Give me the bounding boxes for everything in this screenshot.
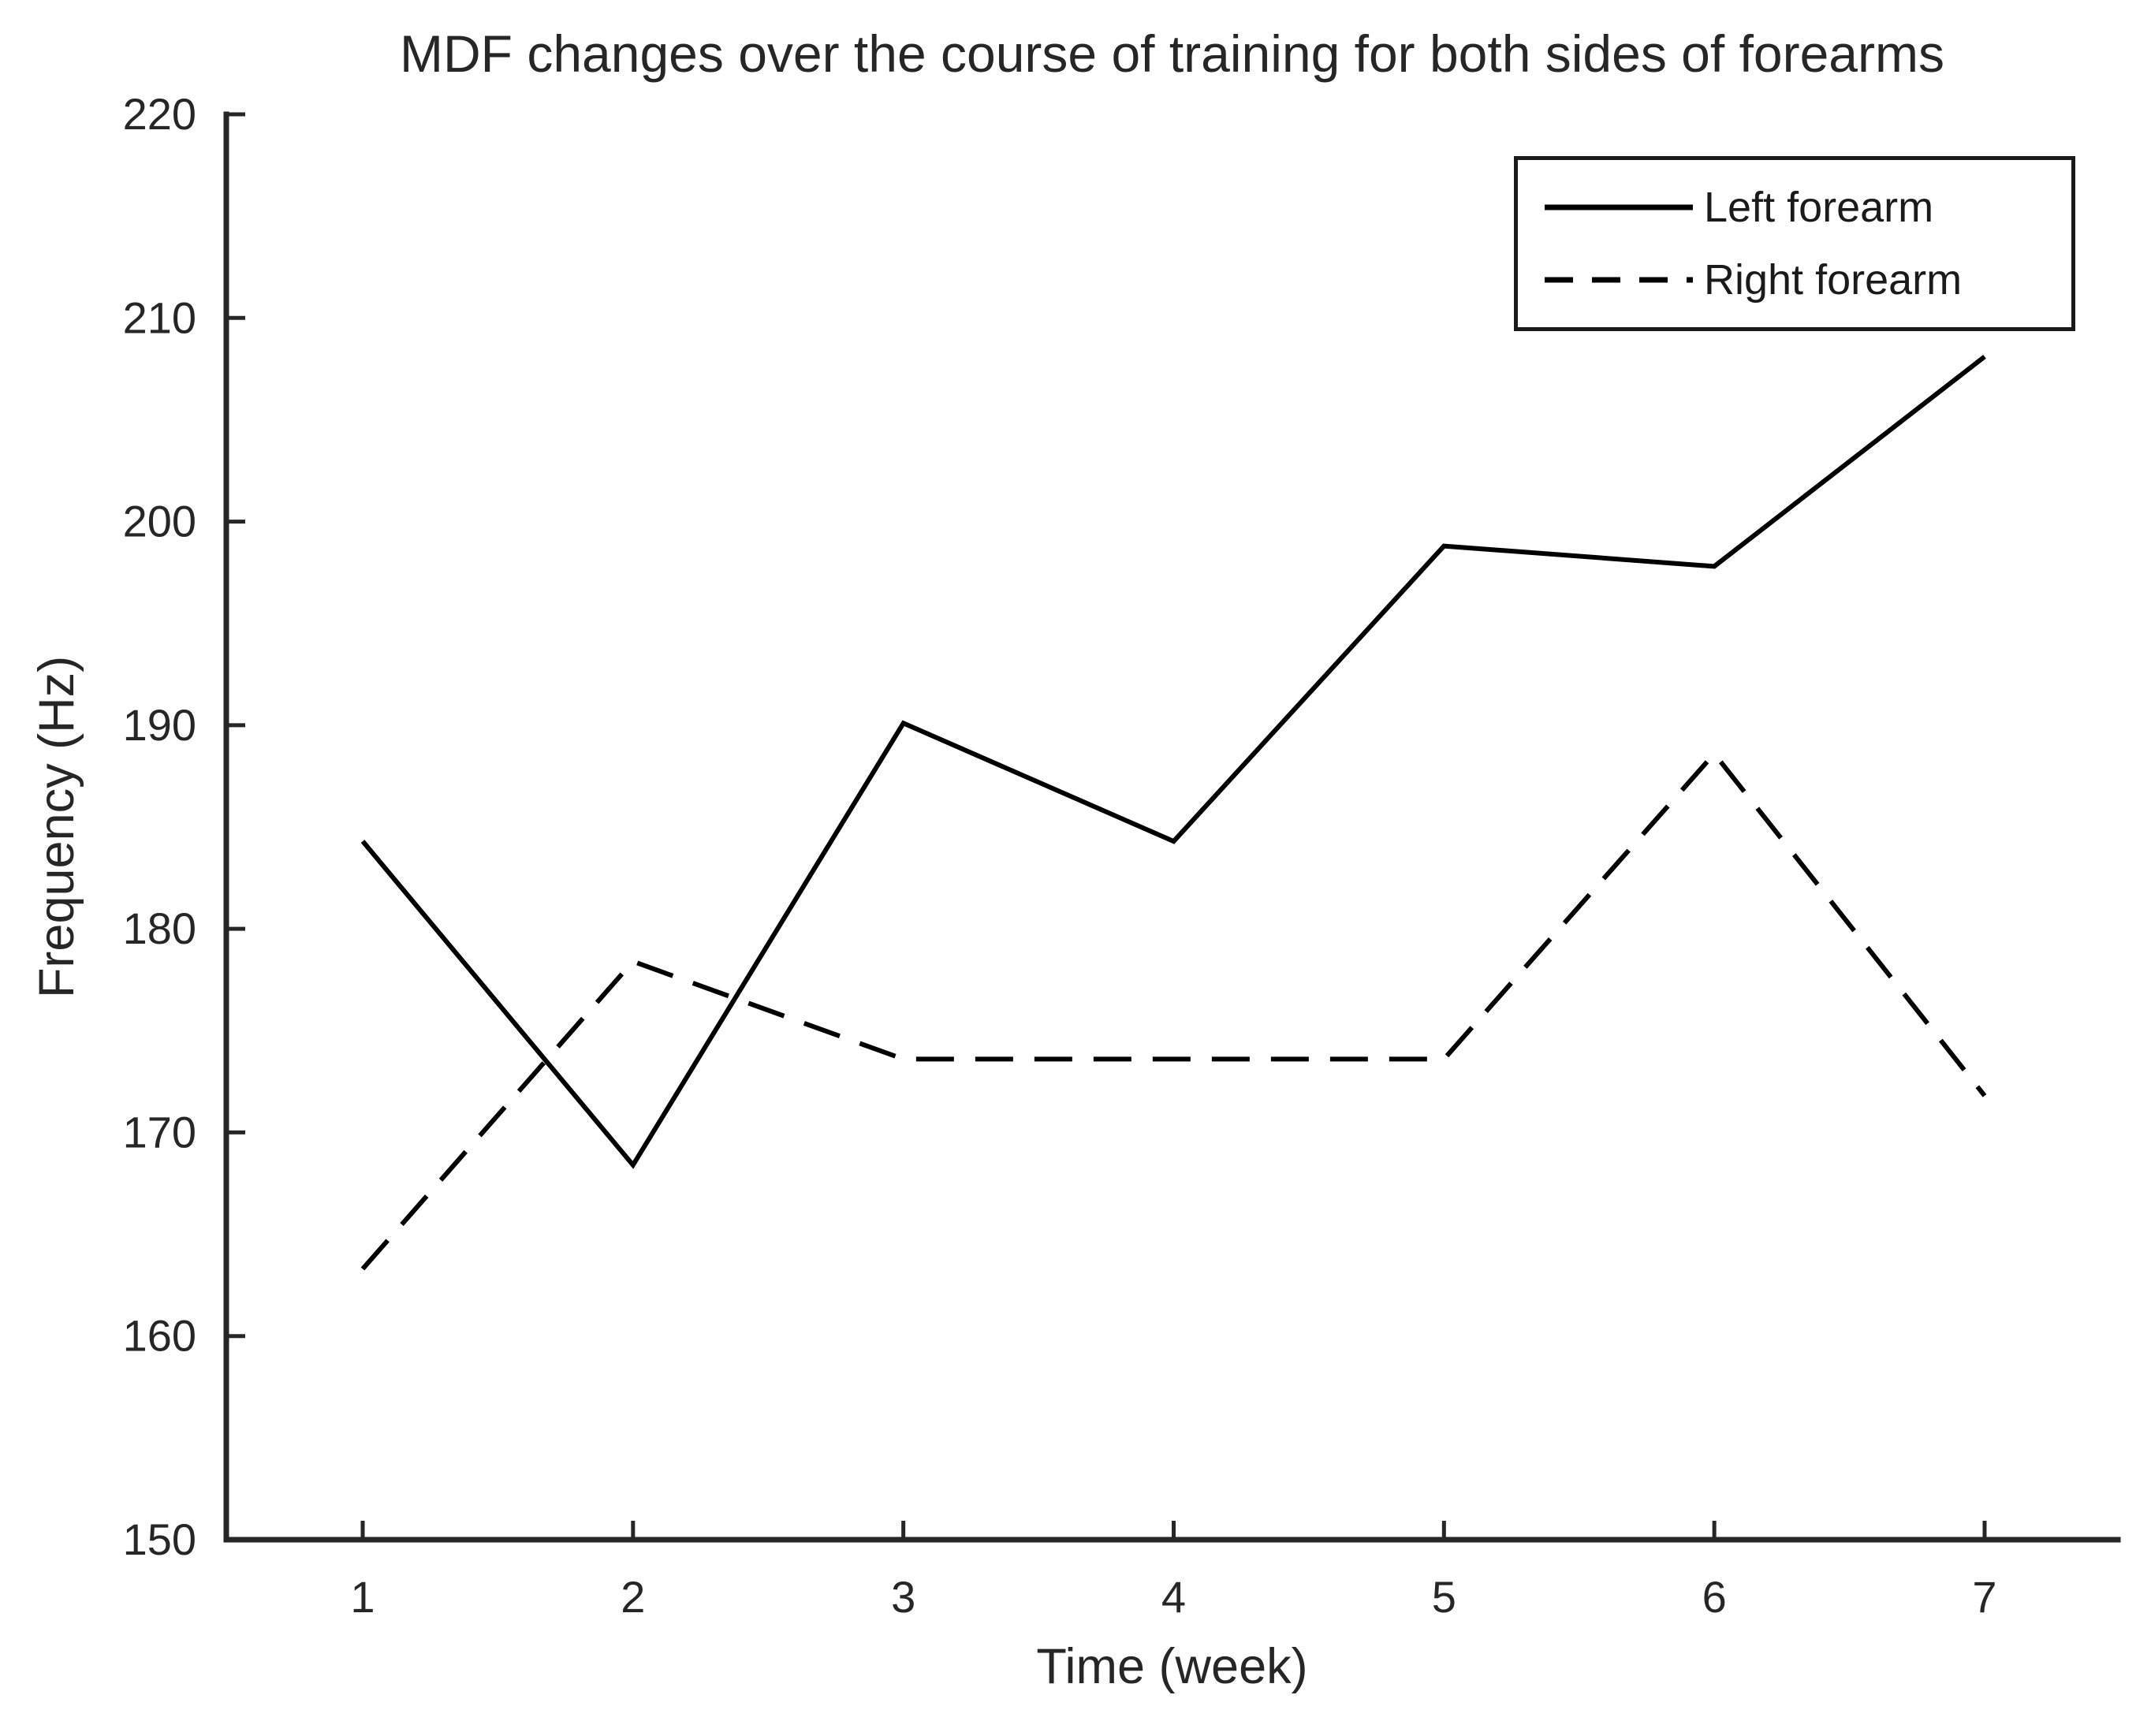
y-tick-label: 180 <box>123 903 196 953</box>
legend: Left forearm Right forearm <box>1514 156 2075 331</box>
y-tick-label: 150 <box>123 1514 196 1564</box>
chart-title: MDF changes over the course of training … <box>400 24 1944 83</box>
legend-label-right-forearm: Right forearm <box>1704 255 1963 304</box>
legend-item-right-forearm: Right forearm <box>1541 255 2071 304</box>
series-line-left-forearm <box>360 355 1986 1169</box>
y-tick-label: 200 <box>123 497 196 546</box>
legend-solid-line-sample <box>1545 204 1693 210</box>
x-tick-label: 3 <box>891 1572 915 1622</box>
x-axis-label: Time (week) <box>1036 1639 1308 1694</box>
legend-label-left-forearm: Left forearm <box>1704 184 1934 232</box>
y-axis-label: Frequency (Hz) <box>29 655 84 999</box>
y-tick-label: 170 <box>123 1107 196 1157</box>
series-line-right-forearm <box>360 750 1987 1271</box>
x-tick-label: 2 <box>621 1572 645 1622</box>
x-tick-label: 1 <box>350 1572 375 1622</box>
y-tick-label: 190 <box>123 700 196 750</box>
y-tick-label: 220 <box>123 89 196 139</box>
legend-item-left-forearm: Left forearm <box>1541 183 2071 232</box>
legend-dashed-line-sample <box>1545 277 1693 283</box>
x-tick-label: 7 <box>1972 1572 1996 1622</box>
x-tick-label: 6 <box>1702 1572 1727 1622</box>
x-tick-label: 5 <box>1432 1572 1456 1622</box>
x-tick-label: 4 <box>1161 1572 1186 1622</box>
y-tick-label: 160 <box>123 1311 196 1361</box>
y-tick-label: 210 <box>123 292 196 342</box>
